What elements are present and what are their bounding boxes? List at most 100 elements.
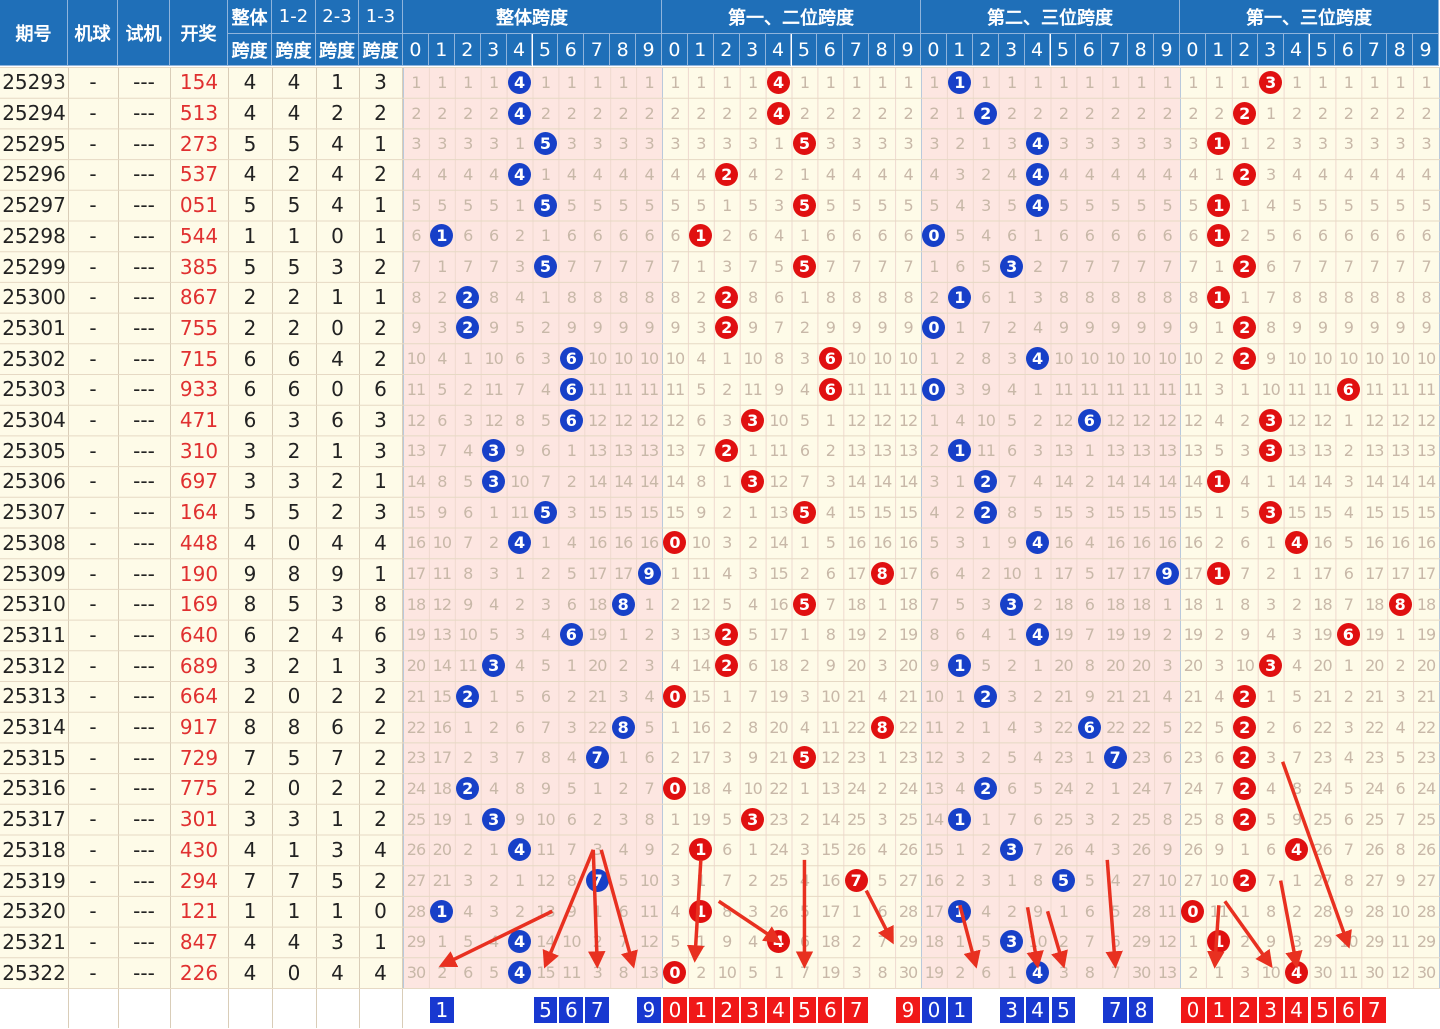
omission-count: 2	[748, 103, 758, 123]
cell-machine: -	[89, 622, 97, 647]
omission-count: 4	[618, 164, 629, 184]
span-ball-2: 1	[948, 70, 972, 94]
omission-count: 7	[1136, 257, 1147, 277]
omission-count: 12	[821, 748, 840, 768]
omission-count: 4	[489, 164, 499, 184]
cell-machine: -	[89, 745, 97, 770]
cell-issue: 25297	[2, 193, 66, 218]
omission-count: 4	[670, 164, 680, 184]
omission-count: 18	[406, 594, 426, 614]
omission-count: 22	[1183, 717, 1203, 737]
span-ball-1: 6	[818, 347, 842, 371]
cell-machine: -	[89, 223, 97, 248]
omission-count: 2	[1188, 103, 1198, 123]
omission-count: 3	[1058, 963, 1069, 983]
omission-count: 6	[1058, 226, 1069, 246]
omission-count: 23	[1365, 748, 1384, 768]
span-ball-1: 4	[767, 70, 791, 94]
omission-count: 14	[536, 932, 555, 952]
span-ball-2: 7	[1103, 746, 1127, 770]
cell-draw: 715	[179, 346, 219, 371]
omission-count: 26	[1416, 840, 1436, 860]
omission-count: 28	[1313, 901, 1332, 921]
prediction-digit-0: 7	[584, 996, 611, 1024]
omission-count: 1	[825, 72, 836, 92]
omission-count: 3	[851, 134, 862, 154]
prediction-digit-3: 2	[1231, 996, 1258, 1024]
prediction-digit-1: 7	[843, 996, 870, 1024]
omission-count: 9	[1240, 625, 1250, 645]
cell-issue: 25322	[2, 960, 66, 985]
omission-count: 3	[773, 195, 784, 215]
omission-count: 3	[955, 379, 965, 399]
omission-count: 16	[769, 594, 788, 614]
omission-count: 2	[1007, 901, 1017, 921]
cell-s23: 0	[331, 223, 344, 248]
cell-issue: 25313	[2, 684, 66, 709]
span-ball-3: 1	[1207, 930, 1231, 954]
omission-count: 6	[981, 963, 991, 983]
span-ball-0: 7	[585, 869, 609, 893]
omission-count: 3	[540, 349, 551, 369]
header-digit-3-0: 0	[1180, 34, 1206, 66]
span-ball-3: 2	[1233, 684, 1257, 708]
span-ball-1: 1	[689, 838, 713, 862]
span-ball-3: 4	[1285, 531, 1309, 555]
cell-machine: -	[89, 684, 97, 709]
omission-count: 29	[898, 932, 918, 952]
omission-count: 5	[489, 963, 499, 983]
omission-count: 2	[618, 656, 629, 676]
omission-count: 13	[847, 441, 866, 461]
omission-count: 18	[898, 594, 918, 614]
omission-count: 13	[1157, 441, 1177, 461]
omission-count: 6	[1266, 257, 1276, 277]
omission-count: 1	[566, 441, 577, 461]
omission-count: 5	[748, 963, 758, 983]
omission-count: 6	[592, 226, 603, 246]
omission-count: 15	[1287, 502, 1306, 522]
omission-count: 1	[437, 932, 447, 952]
omission-count: 1	[566, 656, 577, 676]
span-ball-0: 3	[482, 469, 506, 493]
cell-s12: 0	[287, 684, 301, 709]
span-ball-2: 9	[1155, 562, 1179, 586]
omission-count: 5	[514, 686, 525, 706]
cell-span: 2	[243, 315, 257, 340]
cell-trial: ---	[133, 715, 155, 740]
omission-count: 12	[665, 410, 685, 430]
omission-count: 17	[769, 625, 788, 645]
header-span-bottom: 跨度	[228, 34, 272, 66]
omission-count: 8	[1266, 901, 1276, 921]
omission-count: 30	[1313, 963, 1332, 983]
omission-count: 8	[825, 625, 836, 645]
omission-count: 2	[1291, 901, 1302, 921]
cell-trial: ---	[133, 530, 155, 555]
omission-count: 11	[1365, 379, 1384, 399]
span-ball-1: 2	[715, 162, 739, 186]
omission-count: 4	[955, 564, 965, 584]
omission-count: 1	[1317, 72, 1328, 92]
omission-count: 1	[929, 257, 939, 277]
omission-count: 6	[1084, 594, 1095, 614]
span-ball-3: 3	[1259, 500, 1283, 524]
omission-count: 6	[1007, 441, 1017, 461]
omission-count: 25	[1183, 809, 1203, 829]
omission-count: 6	[644, 748, 654, 768]
omission-count: 3	[1032, 717, 1043, 737]
omission-count: 11	[872, 379, 892, 399]
omission-count: 2	[1214, 625, 1224, 645]
omission-count: 1	[955, 932, 965, 952]
span-ball-0: 6	[559, 377, 583, 401]
omission-count: 22	[406, 717, 426, 737]
omission-count: 7	[696, 441, 706, 461]
omission-count: 6	[981, 287, 991, 307]
omission-count: 11	[588, 379, 607, 399]
cell-s13: 4	[374, 530, 387, 555]
omission-count: 6	[437, 410, 447, 430]
omission-count: 13	[1313, 441, 1332, 461]
omission-count: 4	[1084, 840, 1095, 860]
omission-count: 3	[877, 809, 888, 829]
omission-count: 5	[1084, 564, 1095, 584]
cell-trial: ---	[133, 745, 155, 770]
omission-count: 3	[618, 809, 629, 829]
